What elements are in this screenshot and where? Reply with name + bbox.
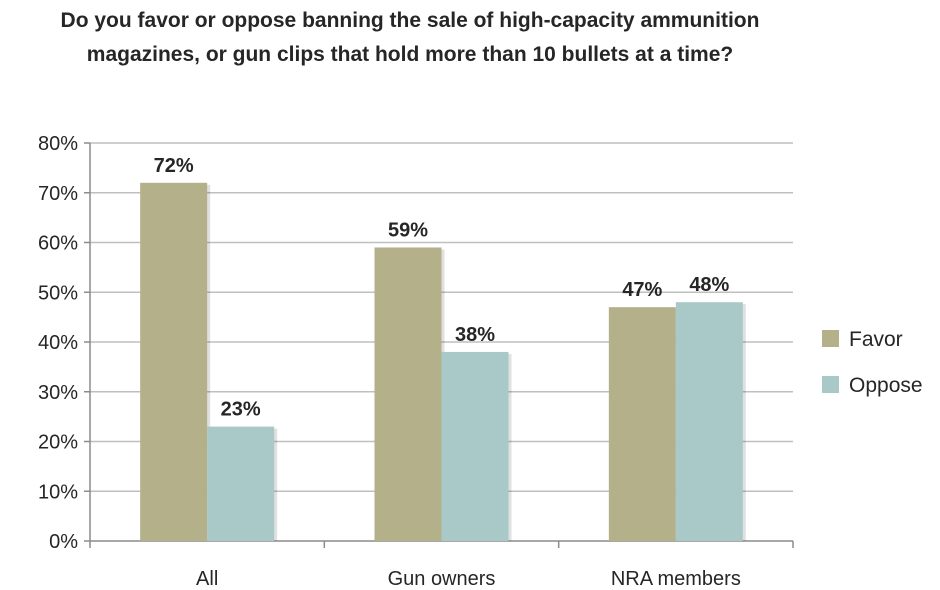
x-tick-label: NRA members — [611, 568, 741, 590]
y-tick-label: 50% — [38, 282, 78, 304]
bars — [140, 182, 746, 542]
bar-oppose — [441, 351, 509, 541]
data-labels: 72% 59% 47% 23% 38% 48% — [154, 155, 730, 421]
legend-label-favor: Favor — [849, 328, 903, 351]
y-tick-label: 80% — [38, 133, 78, 155]
bar-favor — [140, 182, 208, 542]
y-tick-label: 40% — [38, 332, 78, 354]
y-tick-label: 60% — [38, 233, 78, 255]
legend: Favor Oppose — [822, 328, 923, 397]
legend-label-oppose: Oppose — [849, 374, 923, 397]
bar-oppose — [207, 426, 275, 541]
y-tick-label: 10% — [38, 481, 78, 503]
data-label: 38% — [455, 324, 495, 346]
data-label: 59% — [388, 219, 428, 241]
axes: 0% 10% 20% 30% 40% 50% 60% 70% 80% All Gun owners N… — [38, 133, 794, 590]
bar-oppose — [675, 302, 743, 541]
chart-title: Do you favor or oppose banning the sale … — [60, 9, 760, 66]
data-label: 72% — [154, 155, 194, 177]
y-tick-label: 20% — [38, 432, 78, 454]
data-label: 47% — [622, 279, 662, 301]
y-tick-label: 0% — [49, 531, 78, 553]
bar-favor — [608, 307, 676, 541]
bar-favor — [374, 247, 442, 541]
x-tick-label: All — [196, 568, 218, 590]
y-tick-label: 30% — [38, 382, 78, 404]
y-tick-label: 70% — [38, 183, 78, 205]
legend-swatch-favor — [822, 330, 839, 347]
legend-swatch-oppose — [822, 376, 839, 393]
x-tick-label: Gun owners — [388, 568, 496, 590]
data-label: 23% — [221, 399, 261, 421]
data-label: 48% — [689, 274, 729, 296]
